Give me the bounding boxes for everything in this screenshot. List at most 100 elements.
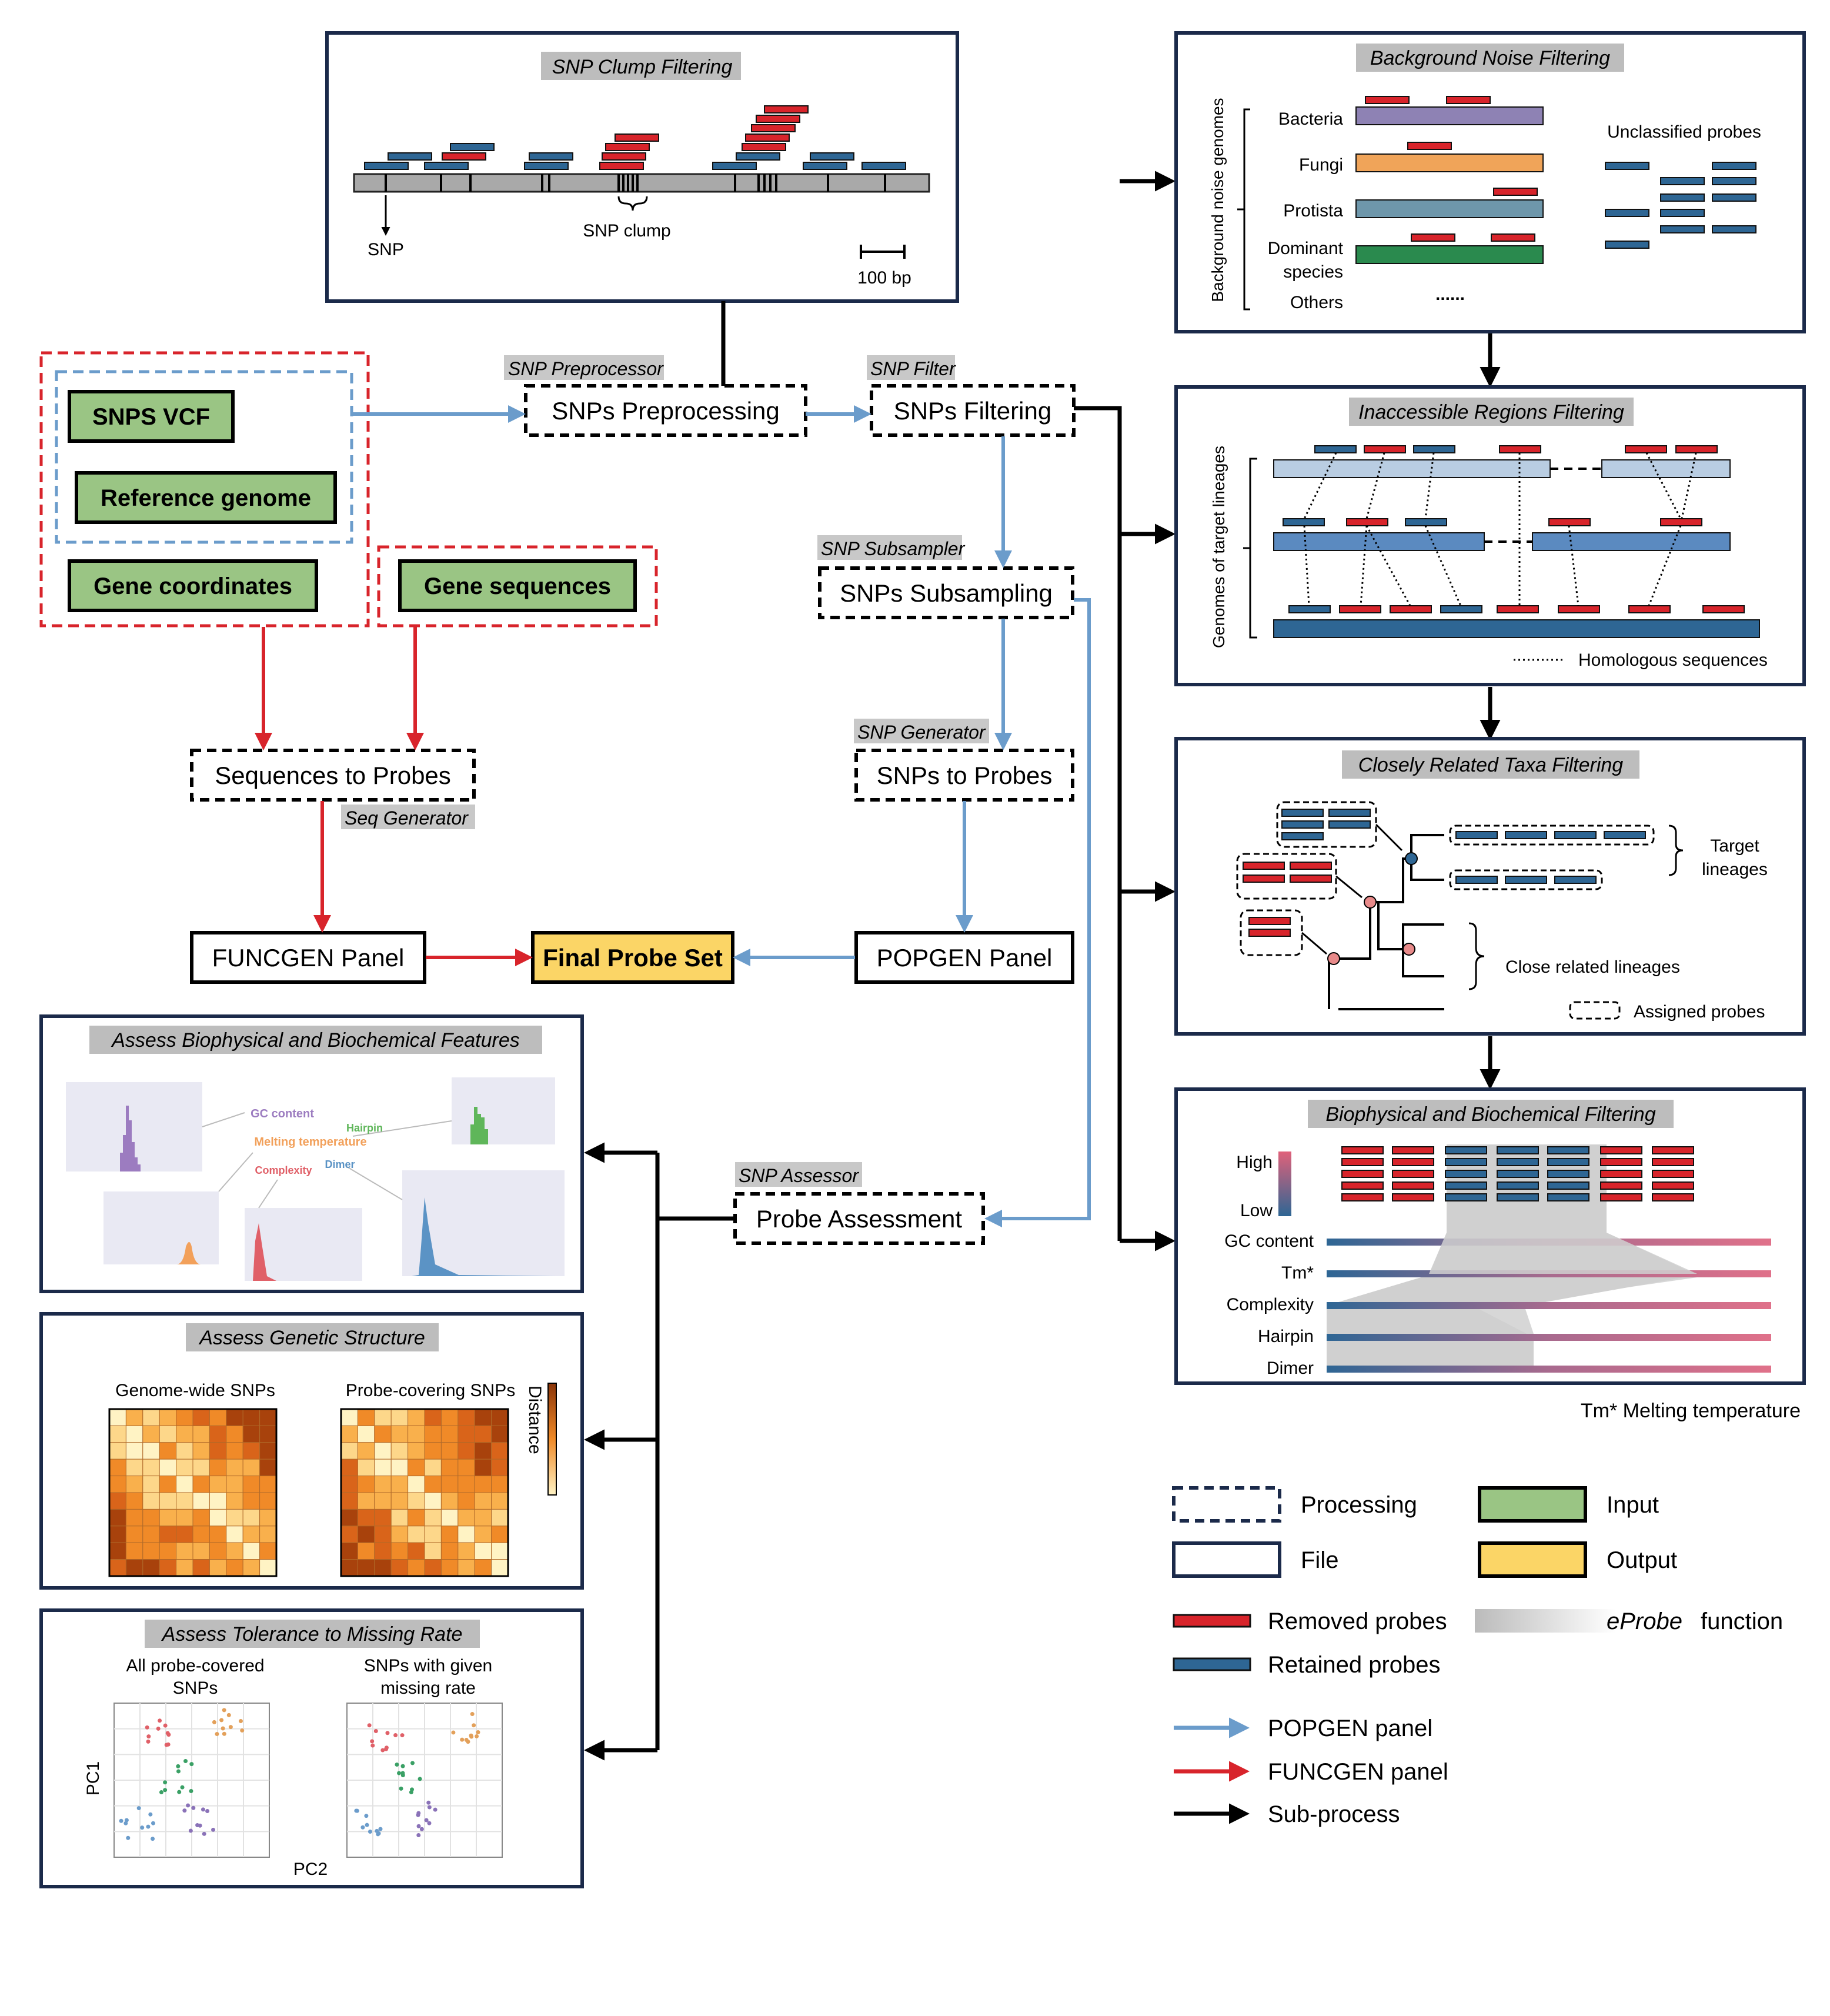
pca-point	[205, 1809, 210, 1814]
inaccessible-regions-panel: Inaccessible Regions Filtering Genomes o…	[1174, 385, 1806, 686]
heatmap-cell	[390, 1476, 409, 1493]
text-label: Genome-wide SNPs	[115, 1381, 275, 1400]
pca-point	[211, 1827, 216, 1832]
biophysical-panel: Biophysical and Biochemical Filtering Hi…	[1174, 1087, 1806, 1385]
removed-probe	[1392, 1181, 1434, 1190]
text-label: function	[1701, 1608, 1783, 1634]
pca-point	[426, 1800, 431, 1805]
heatmap-cell	[440, 1458, 459, 1477]
text-label: ......	[1435, 285, 1465, 304]
removed-probe	[1392, 1193, 1434, 1201]
pca-point	[424, 1818, 429, 1823]
text-label: Distance	[525, 1386, 545, 1454]
text-label: Others	[1290, 293, 1343, 312]
pca-point	[451, 1730, 456, 1735]
heatmap-cell	[226, 1425, 243, 1443]
pca-point	[238, 1719, 243, 1724]
pca-point	[418, 1777, 422, 1781]
heatmap-cell	[424, 1458, 442, 1477]
removed-probe	[1341, 1193, 1384, 1201]
pca-point	[472, 1723, 476, 1728]
assess-missing-panel: Assess Tolerance to Missing Rate All pro…	[39, 1608, 584, 1888]
heatmap-cell	[340, 1508, 358, 1527]
heatmap-cell	[340, 1542, 358, 1560]
text-label: File	[1301, 1547, 1338, 1573]
pca-point	[397, 1771, 402, 1775]
heatmap-cell	[125, 1492, 143, 1510]
heatmap-cell	[424, 1526, 442, 1543]
heatmap-cell	[424, 1476, 442, 1493]
heatmap-cell	[390, 1492, 409, 1510]
popgen-panel-node: POPGEN Panel	[877, 944, 1053, 972]
heatmap-cell	[259, 1526, 277, 1543]
pca-point	[186, 1803, 191, 1808]
heatmap-cell	[424, 1559, 442, 1577]
retained-probe	[1497, 1170, 1539, 1178]
text-label: High	[1236, 1153, 1273, 1172]
funcgen-arrows	[255, 627, 533, 966]
pca-point	[400, 1733, 405, 1738]
pca-point	[180, 1785, 185, 1790]
probe-assessment-node: Probe Assessment	[756, 1205, 963, 1233]
pca-point	[240, 1728, 245, 1733]
heatmap-cell	[192, 1508, 210, 1527]
heatmap-cell	[242, 1508, 261, 1527]
heatmap-cell	[192, 1458, 210, 1477]
heatmap-cell	[491, 1408, 509, 1426]
heatmap-cell	[125, 1559, 143, 1577]
heatmap-cell	[226, 1508, 243, 1527]
pca-point	[222, 1708, 226, 1713]
heatmap-cell	[357, 1508, 375, 1527]
text-label: species	[1283, 262, 1343, 282]
heatmap-cell	[390, 1425, 409, 1443]
removed-probe	[1600, 1181, 1642, 1190]
heatmap-cell	[125, 1476, 143, 1493]
text-label: Processing	[1301, 1492, 1417, 1518]
heatmap-cell	[457, 1542, 475, 1560]
pca-point	[355, 1808, 359, 1813]
heatmap-cell	[242, 1458, 261, 1477]
pca-point	[189, 1762, 194, 1767]
text-label: SNPs	[173, 1678, 218, 1698]
heatmap-cell	[159, 1425, 177, 1443]
snp-clump-title: SNP Clump Filtering	[552, 56, 733, 78]
snp-subsampler-label: SNP Subsampler	[821, 538, 966, 559]
text-label: Removed probes	[1268, 1608, 1447, 1634]
heatmap-cell	[408, 1458, 425, 1477]
heatmap-cell	[242, 1559, 261, 1577]
text-label: Protista	[1283, 201, 1343, 221]
heatmap-cell	[408, 1508, 425, 1527]
heatmap-cell	[192, 1542, 210, 1560]
heatmap-cell	[374, 1458, 392, 1477]
pca-point	[373, 1729, 378, 1734]
heatmap-cell	[109, 1408, 126, 1426]
pca-point	[163, 1723, 168, 1728]
pca-point	[367, 1723, 372, 1728]
heatmap-cell	[474, 1408, 492, 1426]
heatmap-cell	[474, 1542, 492, 1560]
heatmap-cell	[125, 1458, 143, 1477]
removed-probe	[1600, 1158, 1642, 1166]
heatmap-cell	[440, 1442, 459, 1460]
pca-point	[378, 1827, 383, 1831]
text-label: GC content	[1224, 1231, 1314, 1251]
heatmap-cell	[176, 1508, 193, 1527]
heatmap-cell	[457, 1458, 475, 1477]
heatmap-cell	[474, 1476, 492, 1493]
heatmap-cell	[374, 1508, 392, 1527]
heatmap-cell	[226, 1476, 243, 1493]
pca-point	[219, 1718, 224, 1723]
heatmap-cell	[142, 1508, 160, 1527]
heatmap-cell	[176, 1476, 193, 1493]
snps-preprocessing-node: SNPs Preprocessing	[552, 397, 780, 425]
snp-label: SNP	[368, 240, 404, 259]
removed-probe	[1652, 1146, 1694, 1154]
text-label: GC content	[251, 1107, 314, 1120]
text-label: All probe-covered	[126, 1656, 264, 1675]
heatmap-cell	[259, 1542, 277, 1560]
heatmap-cell	[357, 1425, 375, 1443]
text-label: Dominant	[1268, 239, 1344, 258]
text-label: Dimer	[325, 1159, 355, 1170]
gene-sequences-input: Gene sequences	[424, 573, 611, 599]
heatmap-cell	[159, 1492, 177, 1510]
